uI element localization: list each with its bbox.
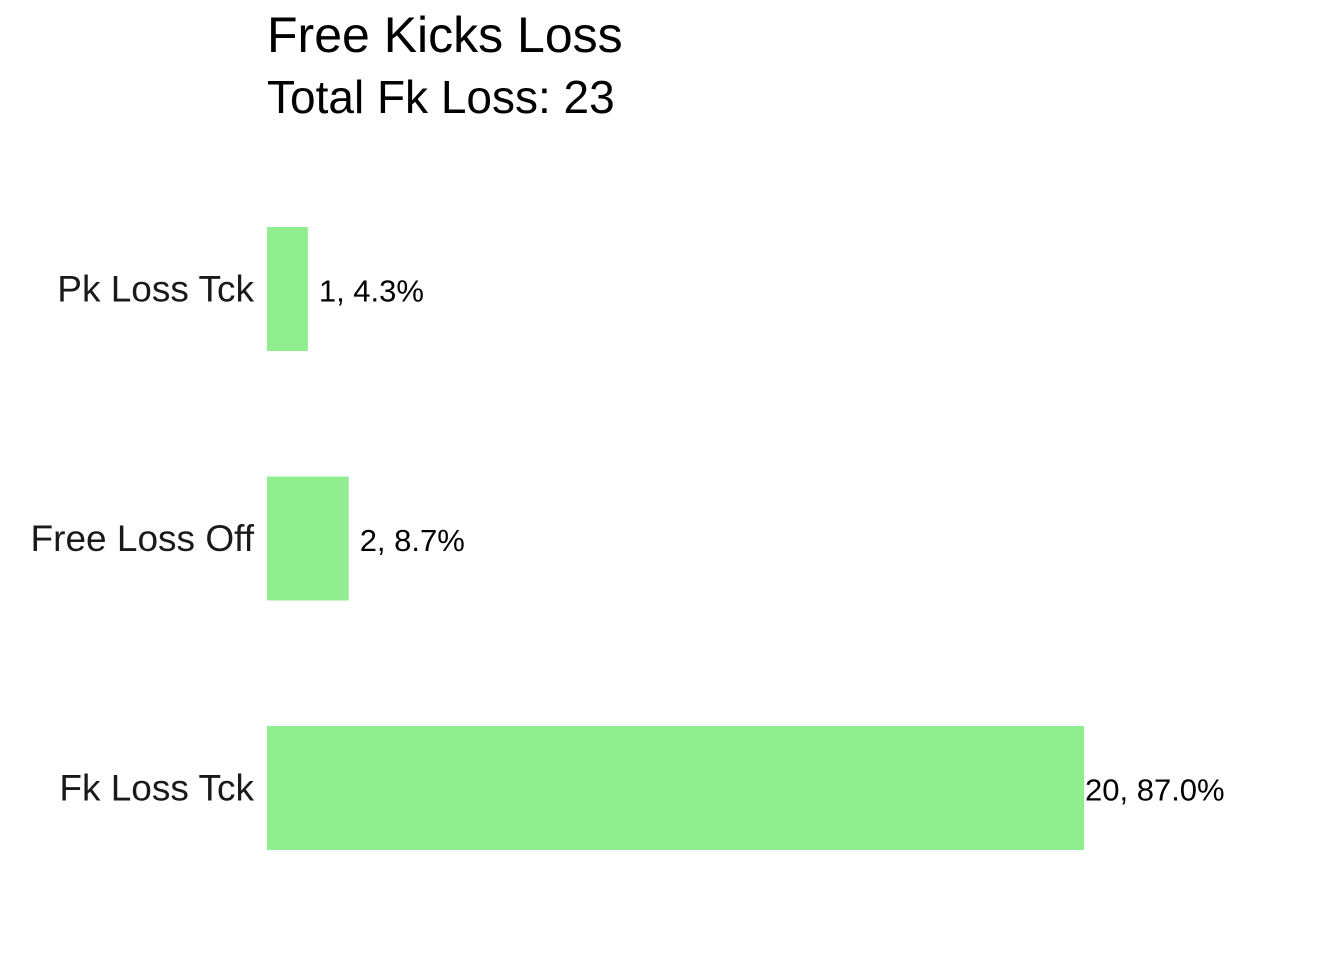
data-label: 20, 87.0% — [1085, 773, 1225, 808]
category-label: Pk Loss Tck — [57, 269, 254, 310]
category-label: Fk Loss Tck — [59, 768, 254, 809]
data-label: 1, 4.3% — [319, 274, 424, 309]
data-label: 2, 8.7% — [360, 523, 465, 558]
category-label: Free Loss Off — [31, 518, 255, 559]
chart-subtitle: Total Fk Loss: 23 — [267, 71, 615, 123]
bar-fk-loss-tck — [267, 726, 1084, 850]
chart-title: Free Kicks Loss — [267, 7, 623, 63]
bar-free-loss-off — [267, 476, 349, 601]
bar-pk-loss-tck — [267, 227, 308, 351]
